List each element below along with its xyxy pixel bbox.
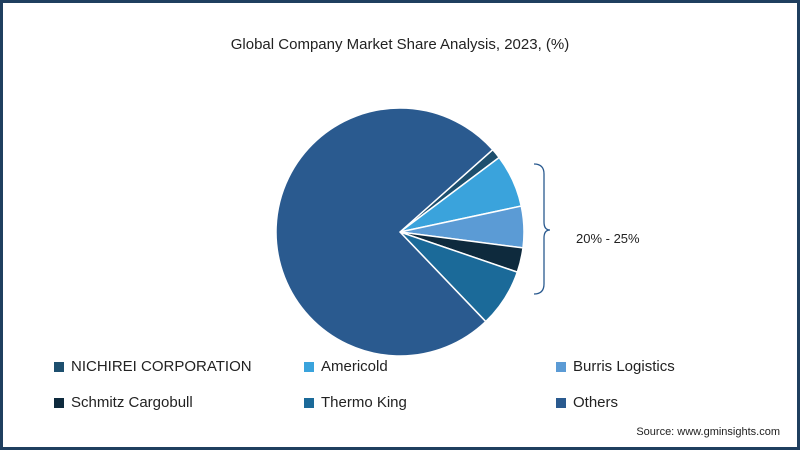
legend-label: NICHIREI CORPORATION xyxy=(71,358,252,375)
legend-label: Schmitz Cargobull xyxy=(71,394,193,411)
legend-item: Thermo King xyxy=(304,394,407,411)
legend-swatch xyxy=(304,361,314,372)
legend-swatch xyxy=(556,397,566,408)
chart-title: Global Company Market Share Analysis, 20… xyxy=(230,36,570,53)
legend-label: Americold xyxy=(321,358,388,375)
bracket xyxy=(533,163,551,295)
legend-swatch xyxy=(54,361,64,372)
legend-item: NICHIREI CORPORATION xyxy=(54,358,252,375)
legend-label: Burris Logistics xyxy=(573,358,675,375)
legend-label: Others xyxy=(573,394,619,411)
legend-swatch xyxy=(54,397,64,408)
legend-item: Schmitz Cargobull xyxy=(54,394,193,411)
legend-label: Thermo King xyxy=(321,394,407,411)
legend-item: Others xyxy=(556,394,618,411)
bracket-annotation: 20% - 25% xyxy=(576,231,640,246)
legend-item: Burris Logistics xyxy=(556,358,675,375)
pie-slice-others xyxy=(275,107,494,357)
source-text: Source: www.gminsights.com xyxy=(636,426,780,438)
legend-item: Americold xyxy=(304,358,388,375)
legend-swatch xyxy=(304,397,314,408)
legend-swatch xyxy=(556,361,566,372)
